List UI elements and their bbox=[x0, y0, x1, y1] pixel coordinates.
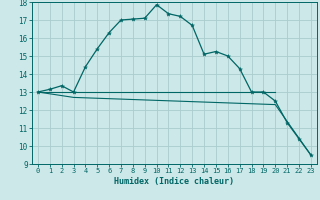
X-axis label: Humidex (Indice chaleur): Humidex (Indice chaleur) bbox=[115, 177, 234, 186]
